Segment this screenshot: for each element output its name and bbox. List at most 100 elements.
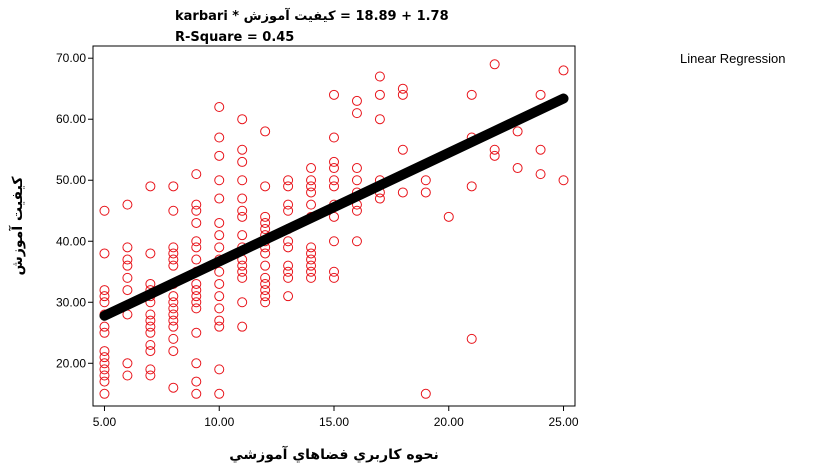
data-point [99, 358, 110, 369]
data-point [145, 364, 156, 375]
data-point [329, 181, 339, 192]
data-point [214, 132, 225, 143]
data-point [168, 291, 179, 302]
y-tick-label: 30.00 [56, 295, 86, 309]
data-point [351, 175, 362, 186]
data-point [168, 254, 179, 265]
x-axis-label: نحوه کاربري فضاهاي آموزشي [229, 445, 439, 464]
data-point [214, 242, 225, 253]
data-point [122, 358, 133, 369]
data-point [99, 285, 110, 296]
data-point [214, 266, 225, 277]
data-point [99, 327, 110, 338]
data-point [306, 175, 317, 186]
data-point [397, 83, 408, 94]
data-point [168, 315, 179, 326]
data-point [145, 339, 156, 350]
data-point [145, 248, 156, 259]
data-point [489, 144, 500, 155]
data-point [214, 388, 225, 399]
y-tick-label: 60.00 [56, 112, 86, 126]
data-point [283, 260, 294, 271]
data-point [397, 187, 408, 198]
data-point [99, 388, 110, 399]
y-axis-label: کيفيت آموزش [8, 176, 26, 276]
data-point [237, 272, 248, 283]
chart-subtitle: R-Square = 0.45 [175, 30, 294, 45]
data-point [99, 297, 110, 308]
data-point [122, 199, 133, 210]
data-point [374, 71, 385, 82]
data-point [168, 346, 179, 357]
data-point [214, 150, 225, 161]
data-point [122, 242, 133, 253]
data-point [558, 65, 569, 76]
data-point [283, 236, 294, 247]
data-point [374, 114, 385, 125]
x-tick-label: 10.00 [204, 415, 234, 429]
data-point [191, 217, 202, 228]
data-point [329, 236, 339, 247]
data-point [168, 309, 179, 320]
data-point [306, 248, 317, 259]
data-point [306, 181, 317, 192]
data-point [191, 303, 202, 314]
data-point [306, 163, 317, 174]
data-point [283, 242, 294, 253]
data-point [191, 169, 202, 180]
data-point [214, 230, 225, 241]
data-point [329, 163, 339, 174]
chart-title: 1.78 + 18.89 = کيفيت آموزش * karbari [175, 7, 449, 24]
data-point [145, 309, 156, 320]
data-point [122, 260, 133, 271]
data-point [283, 199, 294, 210]
data-point [283, 175, 294, 186]
x-tick-label: 5.00 [93, 415, 117, 429]
data-point [214, 193, 225, 204]
data-point [145, 321, 156, 332]
data-point [283, 272, 294, 283]
data-point [168, 205, 179, 216]
data-point [191, 199, 202, 210]
data-point [168, 303, 179, 314]
data-point [168, 248, 179, 259]
data-point [99, 205, 110, 216]
data-point [191, 291, 202, 302]
data-point [283, 181, 294, 192]
data-point [260, 217, 271, 228]
data-point [191, 285, 202, 296]
data-point [214, 321, 225, 332]
data-point [168, 242, 179, 253]
data-point [489, 150, 500, 161]
x-tick-label: 20.00 [434, 415, 464, 429]
data-point [420, 175, 431, 186]
data-point [351, 95, 362, 106]
data-point [191, 236, 202, 247]
data-point [260, 291, 271, 302]
data-point [351, 236, 362, 247]
y-tick-label: 40.00 [56, 234, 86, 248]
data-point [168, 260, 179, 271]
data-point [512, 163, 523, 174]
data-point [191, 388, 202, 399]
data-point [237, 156, 248, 167]
x-tick-label: 15.00 [319, 415, 349, 429]
data-point [99, 321, 110, 332]
data-point [260, 224, 271, 235]
data-point [122, 285, 133, 296]
data-point [329, 132, 339, 143]
data-point [397, 144, 408, 155]
data-point [99, 370, 110, 381]
data-point [191, 327, 202, 338]
data-point [374, 89, 385, 100]
regression-line-group [99, 93, 569, 321]
data-point [237, 175, 248, 186]
data-point [99, 376, 110, 387]
data-point [283, 291, 294, 302]
data-point [306, 266, 317, 277]
data-point [260, 181, 271, 192]
data-point [374, 193, 385, 204]
data-point [214, 303, 225, 314]
plot-frame [92, 45, 576, 407]
data-point [329, 266, 339, 277]
